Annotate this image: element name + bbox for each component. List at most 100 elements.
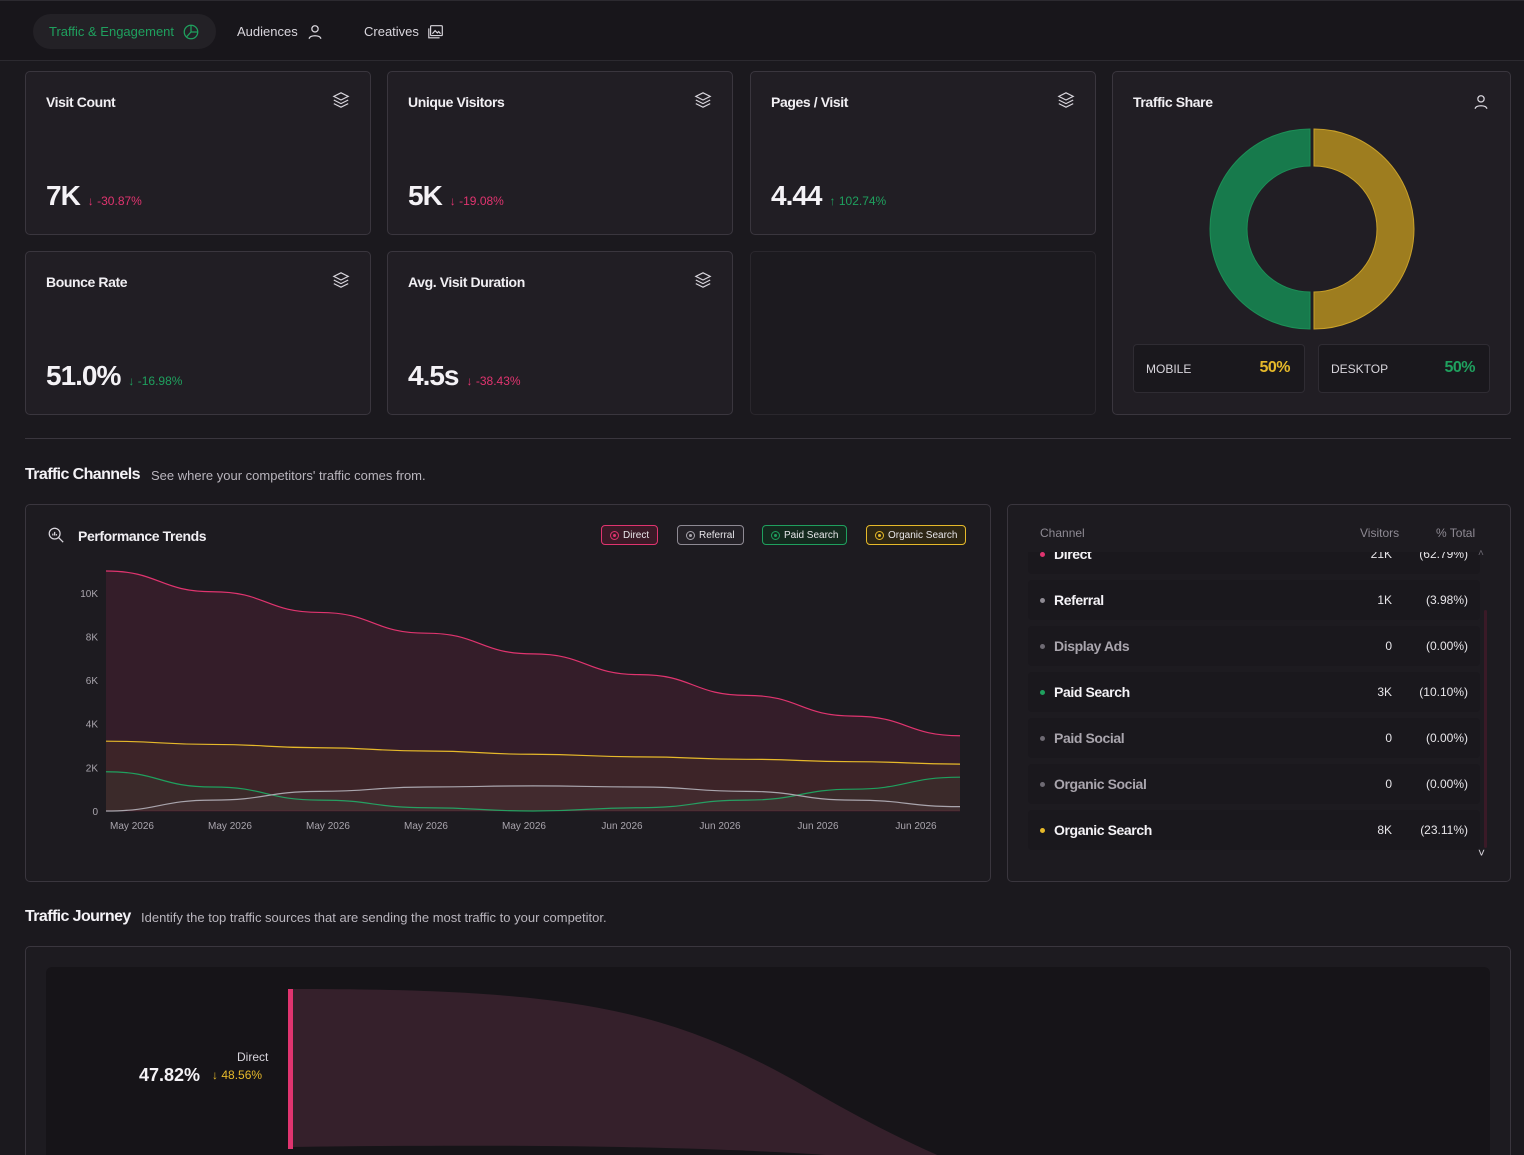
channel-row[interactable]: Organic Search 8K (23.11%)	[1028, 810, 1480, 850]
tab-traffic-engagement[interactable]: Traffic & Engagement	[33, 14, 217, 49]
metric-change: ↓ -16.98%	[128, 374, 183, 388]
y-tick-label: 6K	[86, 676, 99, 687]
card-title: Avg. Visit Duration	[408, 274, 525, 290]
visit-count-card: Visit Count 7K ↓ -30.87%	[25, 71, 371, 235]
legend-organic-search-button[interactable]: Organic Search	[866, 525, 967, 545]
arrow-down-icon: ↓	[212, 1068, 218, 1082]
source-label: Direct	[237, 1050, 269, 1064]
direct-flow[interactable]	[293, 989, 966, 1155]
bounce-rate-card: Bounce Rate 51.0% ↓ -16.98%	[25, 251, 371, 415]
legend-direct-button[interactable]: Direct	[601, 525, 659, 545]
empty-card-placeholder	[750, 251, 1096, 415]
mobile-label: MOBILE	[1146, 362, 1192, 376]
metric: 4.5s ↓ -38.43%	[408, 360, 521, 392]
tab-audiences[interactable]: Audiences	[221, 14, 340, 49]
legend-label: Direct	[623, 529, 650, 541]
channel-header: Channel	[1040, 526, 1085, 540]
tab-creatives[interactable]: Creatives	[348, 14, 461, 49]
y-tick-label: 10K	[80, 589, 98, 600]
user-icon[interactable]	[1472, 93, 1490, 111]
channel-bullet	[1040, 782, 1045, 787]
channel-visitors: 0	[1385, 731, 1392, 745]
layers-icon[interactable]	[332, 91, 350, 109]
channel-name: Referral	[1054, 592, 1104, 608]
series-area-direct	[106, 571, 960, 811]
channel-name: Organic Search	[1054, 822, 1152, 838]
channel-row[interactable]: Organic Social 0 (0.00%)	[1028, 764, 1480, 804]
target-icon	[771, 530, 780, 540]
legend-referral-button[interactable]: Referral	[677, 525, 744, 545]
target-icon	[610, 530, 619, 540]
channel-name: Display Ads	[1054, 638, 1130, 654]
card-title: Unique Visitors	[408, 94, 505, 110]
arrow-down-icon: ↓	[466, 374, 473, 388]
legend-label: Paid Search	[784, 529, 839, 541]
x-tick-label: May 2026	[306, 821, 350, 832]
total-header: % Total	[1436, 526, 1476, 540]
channel-row[interactable]: Paid Search 3K (10.10%)	[1028, 672, 1480, 712]
metric-value: 51.0%	[46, 360, 121, 391]
series-line-referral[interactable]	[105, 785, 961, 812]
desktop-slice[interactable]	[1209, 128, 1311, 330]
channel-name: Organic Social	[1054, 776, 1147, 792]
target-icon	[686, 530, 695, 540]
source-pct: 47.82%	[139, 1065, 201, 1085]
metric: 4.44 ↑ 102.74%	[771, 180, 886, 212]
metric-change: ↓ -30.87%	[87, 194, 142, 208]
x-tick-label: May 2026	[502, 821, 546, 832]
desktop-label: DESKTOP	[1331, 362, 1389, 376]
channel-pct: (0.00%)	[1425, 731, 1468, 745]
channel-pct: (3.98%)	[1425, 593, 1468, 607]
y-tick-label: 2K	[86, 763, 99, 774]
metric-value: 4.44	[771, 180, 822, 211]
card-title: Visit Count	[46, 94, 116, 110]
series-line-direct[interactable]	[105, 570, 961, 737]
scroll-down-icon[interactable]: ˅	[1478, 846, 1486, 860]
channel-visitors: 1K	[1377, 593, 1392, 607]
channel-row[interactable]: Paid Social 0 (0.00%)	[1028, 718, 1480, 758]
channel-row[interactable]: Direct 21K (62.79%)	[1028, 552, 1480, 574]
traffic-journey-card: Direct 47.82% ↓ 48.56%	[25, 946, 1511, 1155]
series-line-organic-search[interactable]	[105, 740, 961, 765]
performance-trends-card: Performance Trends	[25, 504, 991, 882]
scrollbar-thumb[interactable]	[1484, 610, 1487, 848]
channel-bullet	[1040, 690, 1045, 695]
traffic-share-donut	[1209, 128, 1415, 330]
legend-label: Referral	[699, 529, 735, 541]
metric-value: 5K	[408, 180, 443, 211]
scroll-up-icon[interactable]: ˄	[1478, 548, 1484, 559]
series-line-paid-search[interactable]	[105, 771, 961, 812]
card-title: Bounce Rate	[46, 274, 128, 290]
metric: 5K ↓ -19.08%	[408, 180, 504, 212]
layers-icon[interactable]	[694, 271, 712, 289]
performance-trends-chart: 0 2K 4K 6K 8K 10K May 2026 May 2026 May 2026 May …	[80, 570, 961, 832]
x-tick-label: May 2026	[208, 821, 252, 832]
desktop-value: 50%	[1444, 359, 1475, 376]
traffic-share-card: Traffic Share MOBILE 50% DESKTOP 50%	[1112, 71, 1511, 415]
tab-label: Traffic & Engagement	[49, 24, 175, 39]
legend-paid-search-button[interactable]: Paid Search	[762, 525, 848, 545]
layers-icon[interactable]	[1057, 91, 1075, 109]
x-tick-label: Jun 2026	[601, 821, 643, 832]
mobile-slice[interactable]	[1313, 128, 1415, 330]
channel-bullet	[1040, 552, 1045, 557]
metric-change: ↓ -19.08%	[449, 194, 504, 208]
traffic-channels-title: Traffic Channels	[25, 466, 140, 483]
channel-name: Paid Social	[1054, 730, 1125, 746]
channel-row[interactable]: Display Ads 0 (0.00%)	[1028, 626, 1480, 666]
channel-visitors: 21K	[1370, 552, 1392, 561]
layers-icon[interactable]	[332, 271, 350, 289]
card-title: Traffic Share	[1133, 94, 1213, 110]
channel-row[interactable]: Referral 1K (3.98%)	[1028, 580, 1480, 620]
visitors-header: Visitors	[1360, 526, 1400, 540]
layers-icon[interactable]	[694, 91, 712, 109]
tab-label: Audiences	[237, 24, 298, 39]
channel-list[interactable]: Direct 21K (62.79%) Referral 1K (3.98%) Displa…	[1028, 552, 1480, 858]
channel-pct: (0.00%)	[1425, 777, 1468, 791]
direct-node-bar[interactable]	[288, 989, 293, 1149]
target-icon	[875, 530, 884, 540]
mobile-share-box: MOBILE 50%	[1133, 344, 1305, 393]
arrow-up-icon: ↑	[829, 194, 836, 208]
mobile-value: 50%	[1259, 359, 1290, 376]
channel-pct: (62.79%)	[1419, 552, 1468, 561]
